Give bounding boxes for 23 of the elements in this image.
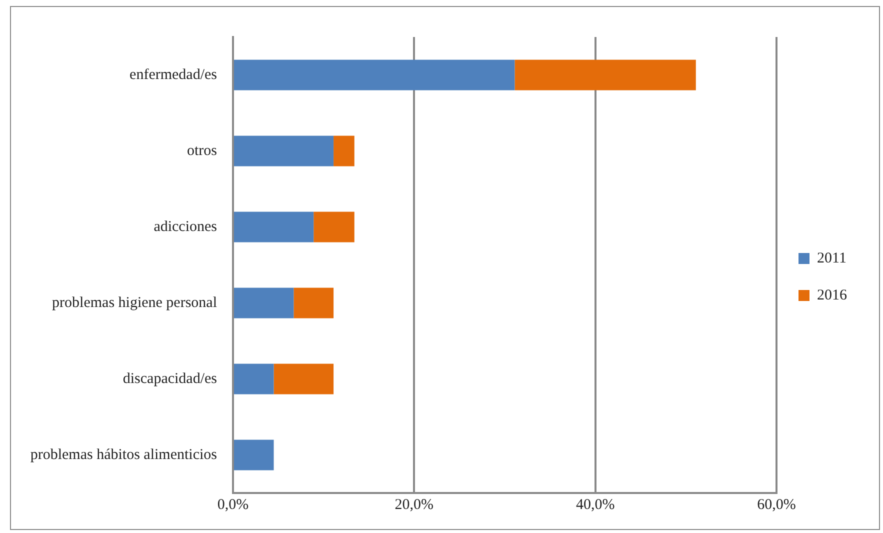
y-tick-label: discapacidad/es [122,370,218,387]
bar [314,212,354,242]
y-tick-label: problemas higiene personal [52,294,217,311]
bar [514,60,696,90]
legend-label: 2016 [817,287,848,304]
bar [234,212,314,242]
bar [334,136,354,166]
bar [294,288,334,318]
bar [234,364,274,394]
bar [234,440,274,470]
y-tick-label: adicciones [154,218,218,235]
y-tick-label: enfermedad/es [130,66,218,83]
x-tick-label: 60,0% [757,496,796,513]
x-tick-label: 0,0% [217,496,249,513]
y-tick-label: problemas hábitos alimenticios [30,446,218,463]
bar [234,288,294,318]
bar [274,364,334,394]
bar [234,136,334,166]
y-tick-label: otros [187,142,218,159]
bar [234,60,515,90]
legend-label: 2011 [817,250,846,266]
x-tick-label: 40,0% [576,496,615,513]
x-tick-label: 20,0% [394,496,434,513]
